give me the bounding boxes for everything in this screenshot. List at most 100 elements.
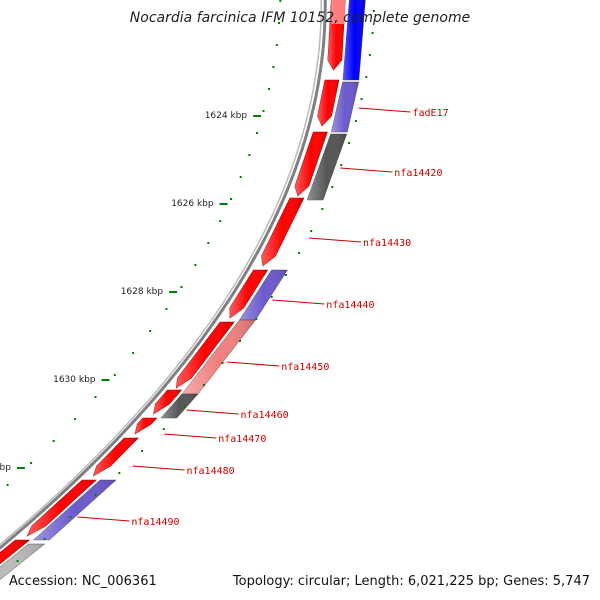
gene-label[interactable]: nfa14490	[131, 517, 179, 528]
track-marker	[203, 384, 205, 386]
ruler-minor-tick	[207, 242, 210, 244]
genome-backbone	[0, 0, 327, 550]
gene-label-leader	[77, 516, 130, 522]
ruler-minor-tick	[194, 264, 197, 266]
track-marker	[94, 494, 97, 496]
reverse-cds-shading	[239, 270, 288, 320]
ruler-minor-tick	[113, 374, 116, 376]
gene-label[interactable]: nfa14450	[281, 362, 329, 373]
gene-label[interactable]: fadE17	[413, 108, 449, 119]
track-marker	[354, 120, 357, 122]
ruler-minor-tick	[230, 198, 232, 200]
track-marker	[348, 142, 351, 144]
reverse-cds-shading	[307, 134, 347, 200]
reverse-cds-shading	[331, 82, 359, 132]
ruler-minor-tick	[239, 176, 242, 178]
forward-cds-shading	[27, 480, 97, 536]
gene-label[interactable]: nfa14470	[218, 434, 266, 445]
track-marker	[368, 54, 371, 56]
track-marker	[331, 186, 334, 188]
ruler-minor-tick	[132, 352, 135, 354]
ruler-major-tick	[219, 203, 228, 205]
gene-label-leader	[164, 433, 217, 439]
gene-label[interactable]: nfa14420	[394, 168, 442, 179]
gene-label[interactable]: nfa14480	[187, 466, 235, 477]
gene-label[interactable]: nfa14440	[326, 300, 374, 311]
track-marker	[141, 450, 144, 452]
gene-label-leader	[358, 107, 411, 113]
ruler-minor-tick	[74, 418, 77, 420]
ruler-minor-tick	[256, 132, 258, 134]
track-marker	[298, 252, 301, 254]
track-marker	[371, 32, 374, 34]
forward-cds-shading	[261, 198, 304, 266]
track-marker	[360, 98, 363, 100]
ruler-label: 1632 kbp	[0, 463, 11, 473]
gene-label-leader	[227, 361, 280, 367]
ruler-minor-tick	[149, 330, 152, 332]
track-marker	[43, 538, 46, 540]
ruler-label: 1624 kbp	[205, 111, 248, 121]
ruler-minor-tick	[275, 44, 278, 46]
forward-cds-shading	[153, 390, 182, 414]
track-marker	[321, 208, 324, 210]
forward-cds-shading	[294, 132, 328, 196]
gene-label-leader	[308, 237, 362, 243]
forward-cds-shading	[176, 322, 235, 388]
ruler-minor-tick	[268, 88, 270, 90]
track-marker	[183, 406, 186, 408]
ruler: 1624 kbp 1626 kbp 1628 kbp 1630 kbp 1632 kbp…	[0, 0, 282, 486]
ruler-major-tick	[253, 115, 262, 117]
gene-label[interactable]: nfa14460	[241, 410, 289, 421]
ruler-minor-tick	[52, 440, 55, 442]
forward-cds-shading	[229, 270, 268, 318]
track-marker	[365, 76, 368, 78]
gene-label[interactable]: nfa14430	[363, 238, 411, 249]
ruler-minor-tick	[30, 462, 33, 464]
ruler-minor-tick	[262, 110, 265, 112]
track-marker	[255, 318, 258, 320]
ruler-major-tick	[101, 379, 110, 381]
track-marker	[372, 10, 375, 12]
gene-label-leader	[340, 167, 393, 173]
forward-cds-shading	[317, 80, 339, 126]
reverse-cds-shading	[182, 320, 256, 394]
ruler-minor-tick	[165, 308, 168, 310]
track-marker	[221, 362, 224, 364]
forward-cds-shading	[135, 418, 157, 434]
ruler-major-tick	[169, 291, 178, 293]
genome-summary: Topology: circular; Length: 6,021,225 bp…	[232, 574, 590, 589]
ruler-label: 1626 kbp	[171, 199, 214, 209]
reverse-cds-shading	[342, 0, 366, 80]
track-marker	[270, 296, 273, 298]
track-marker	[310, 230, 313, 232]
forward-strand-track	[0, 0, 346, 565]
forward-cds-fragment	[331, 0, 346, 24]
reverse-cds-shading	[160, 394, 198, 418]
ruler-minor-tick	[248, 154, 251, 156]
reverse-cds-shading	[0, 544, 45, 580]
backbone-shadow	[0, 0, 323, 546]
track-marker	[284, 274, 287, 276]
gene-label-layer: fadE17 nfa14420 nfa14430 nfa14440 nfa14450 nf…	[77, 107, 449, 528]
gene-label-leader	[186, 409, 239, 415]
ruler-minor-tick	[278, 22, 280, 24]
track-marker	[162, 428, 165, 430]
forward-cds-shading	[93, 438, 139, 476]
forward-cds-shading	[0, 540, 30, 564]
ruler-minor-tick	[180, 286, 183, 288]
track-marker	[118, 472, 121, 474]
ruler-minor-tick	[6, 484, 9, 486]
track-marker	[340, 164, 343, 166]
map-title: Nocardia farcinica IFM 10152, complete g…	[129, 10, 471, 26]
ruler-minor-tick	[272, 66, 275, 68]
track-marker	[69, 516, 72, 518]
backbone-line	[0, 0, 327, 550]
accession-label: Accession: NC_006361	[9, 574, 157, 589]
ruler-label: 1630 kbp	[53, 375, 96, 385]
reverse-strand-track	[0, 0, 375, 580]
track-marker	[239, 340, 241, 342]
ruler-minor-tick	[94, 396, 97, 398]
